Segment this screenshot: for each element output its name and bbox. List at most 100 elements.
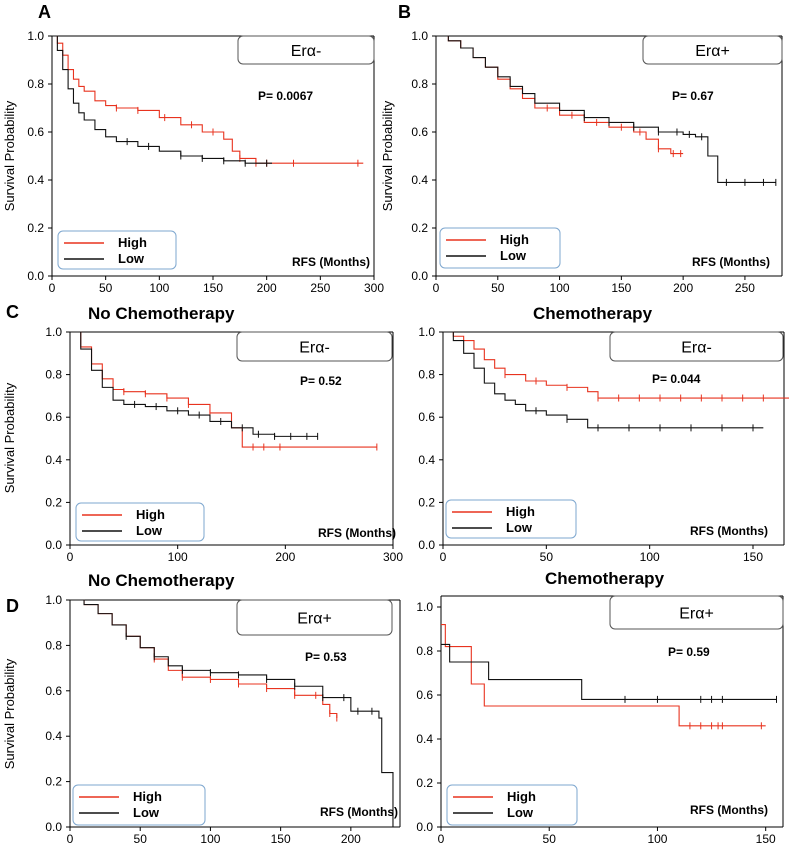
km-curve-high: [443, 331, 789, 399]
x-tick-label: 50: [540, 550, 554, 564]
y-axis-label: Survival Probability: [380, 100, 395, 211]
y-tick-label: 0.6: [416, 688, 433, 702]
x-tick-label: 150: [203, 281, 223, 295]
km-curve-high: [52, 35, 364, 164]
x-tick-label: 300: [383, 550, 403, 564]
x-axis-label: RFS (Months): [320, 805, 398, 819]
y-tick-label: 0.2: [45, 495, 62, 509]
panel-letter-c: C: [6, 302, 19, 322]
subgroup-box: [609, 595, 784, 630]
x-tick-label: 150: [743, 550, 763, 564]
x-tick-label: 50: [99, 281, 113, 295]
p-value: P= 0.53: [305, 650, 347, 664]
km-curve-low: [441, 643, 777, 700]
y-tick-label: 0.4: [45, 453, 62, 467]
x-axis-label: RFS (Months): [292, 255, 370, 269]
y-tick-label: 1.0: [418, 325, 435, 339]
legend-label-high: High: [506, 504, 535, 519]
y-tick-label: 0.0: [411, 269, 428, 283]
x-tick-label: 200: [275, 550, 295, 564]
x-tick-label: 50: [491, 281, 505, 295]
y-tick-label: 1.0: [416, 600, 433, 614]
x-tick-label: 200: [341, 832, 361, 846]
legend-label-low: Low: [506, 520, 533, 535]
legend-box: [446, 784, 578, 826]
y-tick-label: 0.4: [418, 453, 435, 467]
y-tick-label: 1.0: [27, 29, 44, 43]
x-tick-label: 100: [200, 832, 220, 846]
x-tick-label: 100: [647, 832, 667, 846]
y-tick-label: 0.0: [418, 538, 435, 552]
x-tick-label: 250: [735, 281, 755, 295]
x-tick-label: 0: [67, 832, 74, 846]
heading-c-right: Chemotherapy: [533, 304, 653, 323]
x-tick-label: 150: [756, 832, 776, 846]
y-tick-label: 0.4: [411, 173, 428, 187]
subgroup-label: Erα+: [679, 606, 714, 623]
x-tick-label: 100: [550, 281, 570, 295]
y-tick-label: 1.0: [411, 29, 428, 43]
legend-label-high: High: [507, 789, 536, 804]
subgroup-label: Erα-: [299, 340, 330, 357]
y-tick-label: 1.0: [45, 593, 62, 607]
legend-box: [439, 227, 561, 269]
y-tick-label: 0.8: [416, 644, 433, 658]
km-curve-low: [443, 331, 764, 429]
x-axis-label: RFS (Months): [692, 255, 770, 269]
subgroup-box: [642, 35, 783, 65]
legend-label-low: Low: [133, 805, 160, 820]
x-tick-label: 150: [271, 832, 291, 846]
p-value: P= 0.67: [672, 89, 714, 103]
km-panel-c-right: 0.0 0.2 0.4 0.6 0.8 1.0 0 50 100 150 Erα- P= 0.044 R…: [418, 325, 789, 564]
y-tick-label: 0.0: [27, 269, 44, 283]
y-tick-label: 0.6: [418, 410, 435, 424]
p-value: P= 0.044: [652, 372, 701, 386]
panel-letter-a: A: [38, 2, 51, 22]
p-value: P= 0.52: [300, 374, 342, 388]
legend-box: [72, 784, 206, 826]
y-tick-label: 0.8: [411, 77, 428, 91]
p-value: P= 0.59: [668, 645, 710, 659]
km-curve-low: [436, 35, 776, 183]
y-tick-label: 0.8: [418, 368, 435, 382]
x-tick-label: 300: [364, 281, 384, 295]
km-panel-c-left: 0.0 0.2 0.4 0.6 0.8 1.0 0 100 200 300 Survival Pro…: [2, 325, 403, 564]
subgroup-label: Erα-: [291, 43, 322, 60]
legend-label-low: Low: [118, 251, 145, 266]
subgroup-box: [609, 331, 784, 362]
x-tick-label: 0: [438, 832, 445, 846]
subgroup-box: [236, 599, 393, 636]
y-tick-label: 0.8: [45, 368, 62, 382]
p-value: P= 0.0067: [258, 89, 313, 103]
y-tick-label: 0.6: [45, 684, 62, 698]
x-tick-label: 0: [440, 550, 447, 564]
x-axis-label: RFS (Months): [690, 524, 768, 538]
subgroup-box: [237, 35, 375, 65]
subgroup-label: Erα+: [695, 43, 730, 60]
km-panel-d-right: 0.0 0.2 0.4 0.6 0.8 1.0 0 50 100 150 Erα+ P= 0.59 RF…: [416, 595, 784, 846]
km-panel-d-left: 0.0 0.2 0.4 0.6 0.8 1.0 0 50 100 150 200 Survival P…: [2, 593, 401, 846]
legend-label-high: High: [136, 507, 165, 522]
y-tick-label: 0.2: [416, 776, 433, 790]
legend-label-high: High: [133, 789, 162, 804]
x-tick-label: 0: [433, 281, 440, 295]
legend-box: [57, 230, 177, 270]
x-tick-label: 0: [67, 550, 74, 564]
y-tick-label: 0.6: [411, 125, 428, 139]
km-curve-high: [441, 624, 766, 727]
panel-letter-d: D: [6, 596, 19, 616]
km-panel-a: 0.0 0.2 0.4 0.6 0.8 1.0 0 50 100 150 200 250 300 Surv…: [2, 29, 384, 295]
legend-label-high: High: [118, 235, 147, 250]
x-tick-label: 50: [134, 832, 148, 846]
x-tick-label: 50: [543, 832, 557, 846]
legend-label-high: High: [500, 232, 529, 247]
panel-letter-b: B: [398, 2, 411, 22]
x-tick-label: 0: [49, 281, 56, 295]
y-tick-label: 0.2: [418, 495, 435, 509]
subgroup-box: [236, 331, 393, 362]
heading-d-right: Chemotherapy: [545, 569, 665, 588]
y-tick-label: 0.4: [416, 732, 433, 746]
y-tick-label: 0.6: [45, 410, 62, 424]
x-axis-label: RFS (Months): [690, 803, 768, 817]
